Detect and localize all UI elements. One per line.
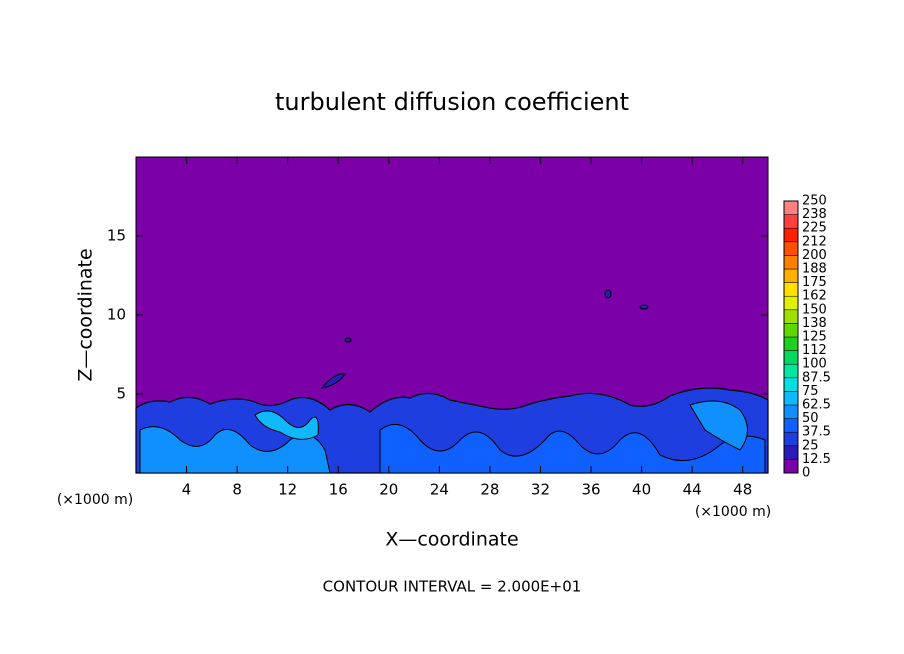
x-tick-label: 32 xyxy=(531,481,550,499)
turbulent-region xyxy=(320,373,346,389)
x-unit-label: (×1000 m) xyxy=(57,492,133,508)
colorbar-segment xyxy=(783,282,799,297)
turbulence-field xyxy=(135,289,769,474)
x-tick-label: 28 xyxy=(480,481,499,499)
colorbar-segment xyxy=(783,241,799,256)
colorbar-label: 150 xyxy=(802,302,827,317)
chart-title: turbulent diffusion coefficient xyxy=(275,88,629,116)
colorbar-label: 125 xyxy=(802,330,827,345)
colorbar-segment xyxy=(783,309,799,324)
y-tick-label: 15 xyxy=(107,227,126,245)
colorbar-segment xyxy=(783,404,799,419)
x-tick-label: 16 xyxy=(329,481,348,499)
colorbar-label: 162 xyxy=(802,289,827,304)
y-axis-label: Z—coordinate xyxy=(75,248,97,381)
colorbar-segment xyxy=(783,214,799,229)
x-tick-label: 48 xyxy=(733,481,752,499)
colorbar-segment xyxy=(783,445,799,460)
colorbar-segment xyxy=(783,391,799,406)
colorbar-segment xyxy=(783,350,799,365)
colorbar-frame xyxy=(783,200,799,474)
y-tick-label: 10 xyxy=(107,306,126,324)
x-tick-label: 12 xyxy=(278,481,297,499)
colorbar-segment xyxy=(783,268,799,283)
colorbar-label: 37.5 xyxy=(802,425,831,440)
x-axis-label: X—coordinate xyxy=(385,529,518,551)
colorbar-segment xyxy=(783,418,799,433)
colorbar-segment xyxy=(783,255,799,270)
colorbar-segment xyxy=(783,200,799,215)
x-tick-label: 24 xyxy=(430,481,449,499)
colorbar-label: 112 xyxy=(802,343,827,358)
x-tick-label: 8 xyxy=(232,481,242,499)
colorbar-label: 50 xyxy=(802,411,819,426)
colorbar-label: 138 xyxy=(802,316,827,331)
y-tick-label: 5 xyxy=(116,385,126,403)
colorbar-label: 100 xyxy=(802,357,827,372)
colorbar-segment xyxy=(783,459,799,474)
colorbar-label: 188 xyxy=(802,262,827,277)
colorbar-label: 175 xyxy=(802,275,827,290)
colorbar-label: 212 xyxy=(802,234,827,249)
annotation: CONTOUR INTERVAL = 2.000E+01 xyxy=(323,578,582,596)
x-tick-label: 4 xyxy=(182,481,192,499)
colorbar-segment xyxy=(783,431,799,447)
x-unit-label: (×1000 m) xyxy=(695,504,771,520)
colorbar-segment xyxy=(783,377,799,392)
colorbar-label: 0 xyxy=(802,466,810,481)
x-tick-label: 40 xyxy=(632,481,651,499)
colorbar-label: 200 xyxy=(802,248,827,263)
turbulent-region xyxy=(379,423,766,474)
colorbar-label: 25 xyxy=(802,438,819,453)
colorbar-label: 87.5 xyxy=(802,370,831,385)
colorbar-segment xyxy=(783,336,799,351)
turbulent-region xyxy=(254,410,319,440)
colorbar-label: 62.5 xyxy=(802,398,831,413)
turbulent-region xyxy=(344,337,352,343)
colorbar-label: 12.5 xyxy=(802,452,831,467)
turbulent-region xyxy=(639,304,649,310)
colorbar-label: 238 xyxy=(802,207,827,222)
colorbar-label: 225 xyxy=(802,221,827,236)
x-tick-label: 20 xyxy=(379,481,398,499)
colorbar-segment xyxy=(783,295,799,311)
colorbar-segment xyxy=(783,227,799,243)
colorbar-label: 250 xyxy=(802,194,827,209)
x-tick-label: 36 xyxy=(581,481,600,499)
colorbar-label: 75 xyxy=(802,384,819,399)
turbulent-region xyxy=(689,400,748,451)
turbulent-region xyxy=(604,289,612,299)
colorbar-segment xyxy=(783,323,799,338)
x-tick-label: 44 xyxy=(683,481,702,499)
colorbar-segment xyxy=(783,363,799,379)
